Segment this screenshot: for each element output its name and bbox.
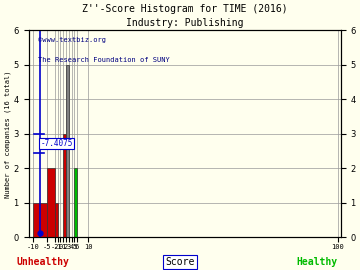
Text: Healthy: Healthy xyxy=(296,257,337,267)
Bar xyxy=(66,65,69,237)
Bar xyxy=(63,134,66,237)
Text: The Research Foundation of SUNY: The Research Foundation of SUNY xyxy=(38,57,170,63)
Bar xyxy=(33,203,46,237)
Bar xyxy=(74,168,77,237)
Y-axis label: Number of companies (16 total): Number of companies (16 total) xyxy=(4,70,11,198)
Text: -7.4075: -7.4075 xyxy=(40,139,73,148)
Text: Score: Score xyxy=(165,257,195,267)
Text: Unhealthy: Unhealthy xyxy=(17,257,69,267)
Bar xyxy=(55,203,58,237)
Bar xyxy=(46,168,55,237)
Title: Z''-Score Histogram for TIME (2016)
Industry: Publishing: Z''-Score Histogram for TIME (2016) Indu… xyxy=(82,4,287,28)
Text: ©www.textbiz.org: ©www.textbiz.org xyxy=(38,36,106,43)
